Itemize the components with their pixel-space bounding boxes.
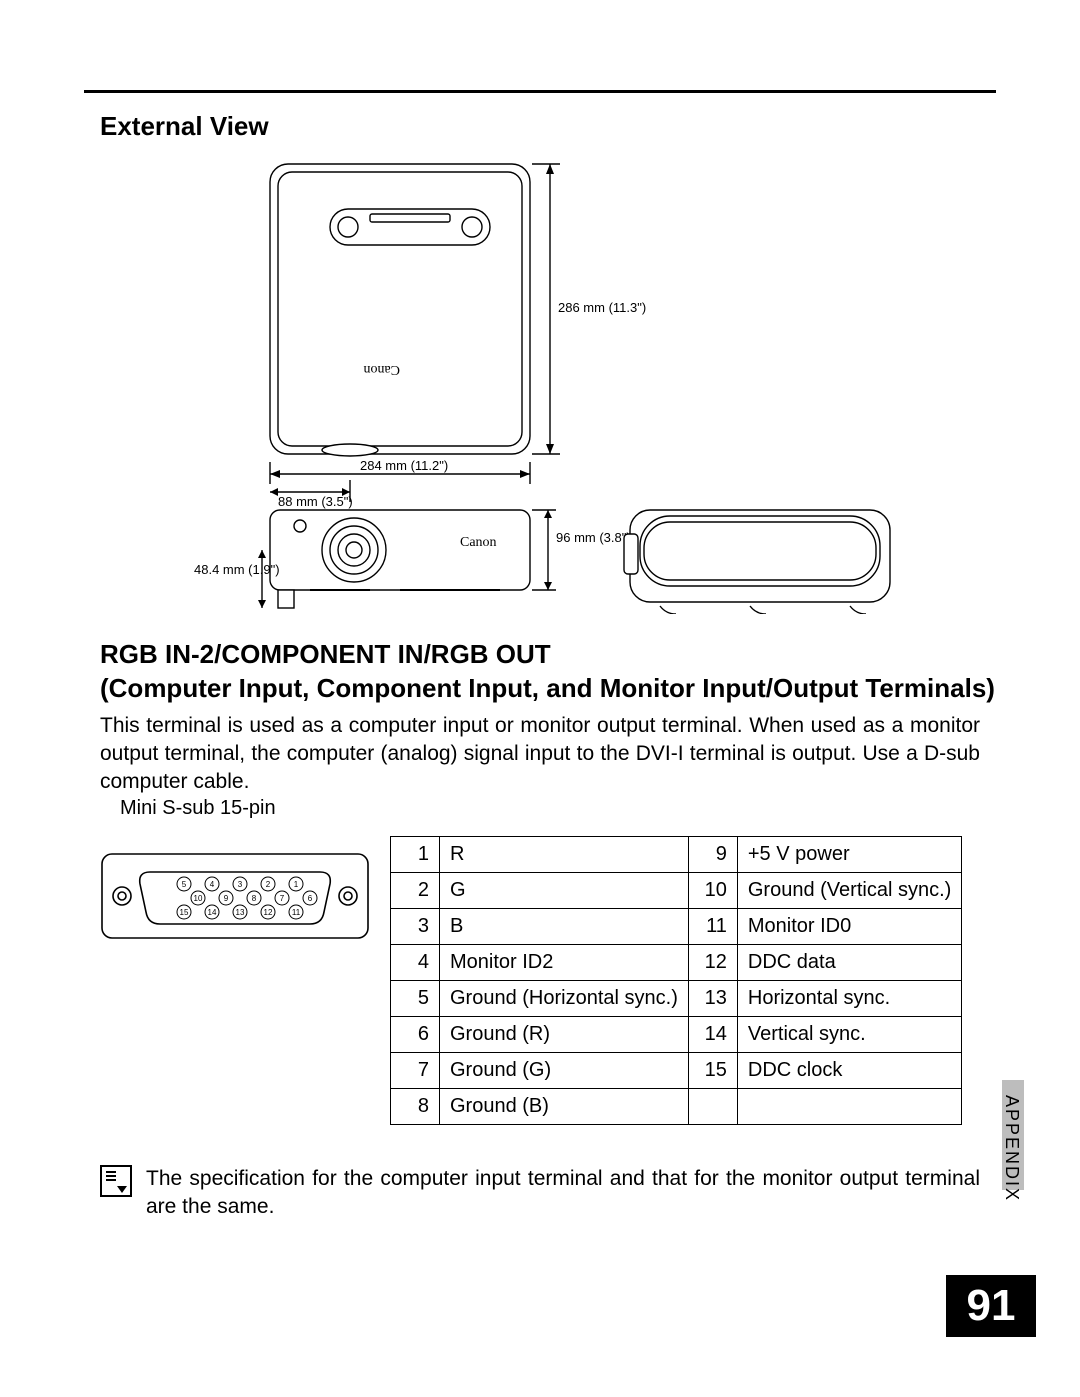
dim-foot-height: 48.4 mm (1.9"): [194, 562, 280, 577]
table-row: 4Monitor ID212DDC data: [391, 944, 962, 980]
dim-front-height: 96 mm (3.8"): [556, 530, 631, 545]
svg-text:5: 5: [182, 880, 187, 889]
pin-signal: Ground (G): [440, 1052, 689, 1088]
svg-text:13: 13: [236, 908, 245, 917]
pin-row: 54 32 1 109 87 6 1514 1312 11 1R9+5 V po…: [100, 836, 980, 1125]
dim-offset: 88 mm (3.5"): [278, 494, 353, 509]
pin-signal: Horizontal sync.: [737, 980, 961, 1016]
svg-text:3: 3: [238, 880, 243, 889]
pin-number: 12: [688, 944, 737, 980]
pin-number: 14: [688, 1016, 737, 1052]
table-row: 1R9+5 V power: [391, 836, 962, 872]
top-rule: [84, 90, 996, 93]
pin-number: 6: [391, 1016, 440, 1052]
pin-number: 5: [391, 980, 440, 1016]
pin-number: 1: [391, 836, 440, 872]
terminal-heading: RGB IN-2/COMPONENT IN/RGB OUT (Computer …: [100, 638, 1000, 706]
svg-text:11: 11: [292, 908, 301, 917]
pin-number: 2: [391, 872, 440, 908]
pin-signal: Monitor ID2: [440, 944, 689, 980]
svg-text:7: 7: [280, 894, 285, 903]
svg-text:14: 14: [208, 908, 217, 917]
terminal-description: This terminal is used as a computer inpu…: [100, 712, 980, 797]
svg-text:9: 9: [224, 894, 229, 903]
table-row: 7Ground (G)15DDC clock: [391, 1052, 962, 1088]
pin-number: 7: [391, 1052, 440, 1088]
note-icon: [100, 1165, 132, 1197]
pin-number: 3: [391, 908, 440, 944]
pin-number: 9: [688, 836, 737, 872]
table-row: 2G10Ground (Vertical sync.): [391, 872, 962, 908]
brand-text-front: Canon: [460, 535, 497, 550]
pin-number: 15: [688, 1052, 737, 1088]
note: The specification for the computer input…: [100, 1165, 980, 1222]
pin-signal: Ground (Horizontal sync.): [440, 980, 689, 1016]
terminal-heading-line2: (Computer Input, Component Input, and Mo…: [100, 673, 995, 703]
pin-number: [688, 1088, 737, 1124]
appendix-label: APPENDIX: [1001, 1095, 1022, 1202]
pin-signal: [737, 1088, 961, 1124]
pin-signal: Monitor ID0: [737, 908, 961, 944]
terminal-heading-line1: RGB IN-2/COMPONENT IN/RGB OUT: [100, 639, 551, 669]
svg-text:6: 6: [308, 894, 313, 903]
svg-text:12: 12: [264, 908, 273, 917]
pin-number: 13: [688, 980, 737, 1016]
pin-table: 1R9+5 V power2G10Ground (Vertical sync.)…: [390, 836, 962, 1125]
table-row: 8Ground (B): [391, 1088, 962, 1124]
note-text: The specification for the computer input…: [146, 1165, 980, 1222]
pin-number: 10: [688, 872, 737, 908]
page: External View Canon: [0, 0, 1080, 1397]
pin-signal: G: [440, 872, 689, 908]
pin-number: 11: [688, 908, 737, 944]
pin-signal: Ground (R): [440, 1016, 689, 1052]
external-view-svg: Canon 286 mm (11.3") 284 mm (11.2"): [160, 154, 920, 614]
svg-text:4: 4: [210, 880, 215, 889]
svg-text:1: 1: [294, 880, 299, 889]
brand-text-top: Canon: [363, 362, 400, 377]
connector-caption: Mini S-sub 15-pin: [120, 797, 1000, 820]
page-number: 91: [946, 1275, 1036, 1337]
pin-signal: DDC clock: [737, 1052, 961, 1088]
connector-diagram: 5 4 3 2 1 10 9 8 7 6 15 14 13 12 11: [100, 836, 370, 961]
dim-width-top: 284 mm (11.2"): [360, 458, 448, 473]
svg-text:10: 10: [194, 894, 203, 903]
pin-signal: +5 V power: [737, 836, 961, 872]
pin-signal: Ground (Vertical sync.): [737, 872, 961, 908]
pin-signal: R: [440, 836, 689, 872]
pin-signal: DDC data: [737, 944, 961, 980]
table-row: 6Ground (R)14Vertical sync.: [391, 1016, 962, 1052]
external-view-diagrams: Canon 286 mm (11.3") 284 mm (11.2"): [160, 154, 980, 614]
table-row: 3B11Monitor ID0: [391, 908, 962, 944]
svg-text:2: 2: [266, 880, 271, 889]
pin-signal: B: [440, 908, 689, 944]
pin-number: 8: [391, 1088, 440, 1124]
svg-text:8: 8: [252, 894, 257, 903]
table-row: 5Ground (Horizontal sync.)13Horizontal s…: [391, 980, 962, 1016]
pin-table-body: 1R9+5 V power2G10Ground (Vertical sync.)…: [391, 836, 962, 1124]
pin-signal: Ground (B): [440, 1088, 689, 1124]
pin-number: 4: [391, 944, 440, 980]
svg-text:15: 15: [180, 908, 189, 917]
pin-signal: Vertical sync.: [737, 1016, 961, 1052]
dim-height-top: 286 mm (11.3"): [558, 300, 646, 315]
section-title: External View: [100, 111, 1000, 142]
